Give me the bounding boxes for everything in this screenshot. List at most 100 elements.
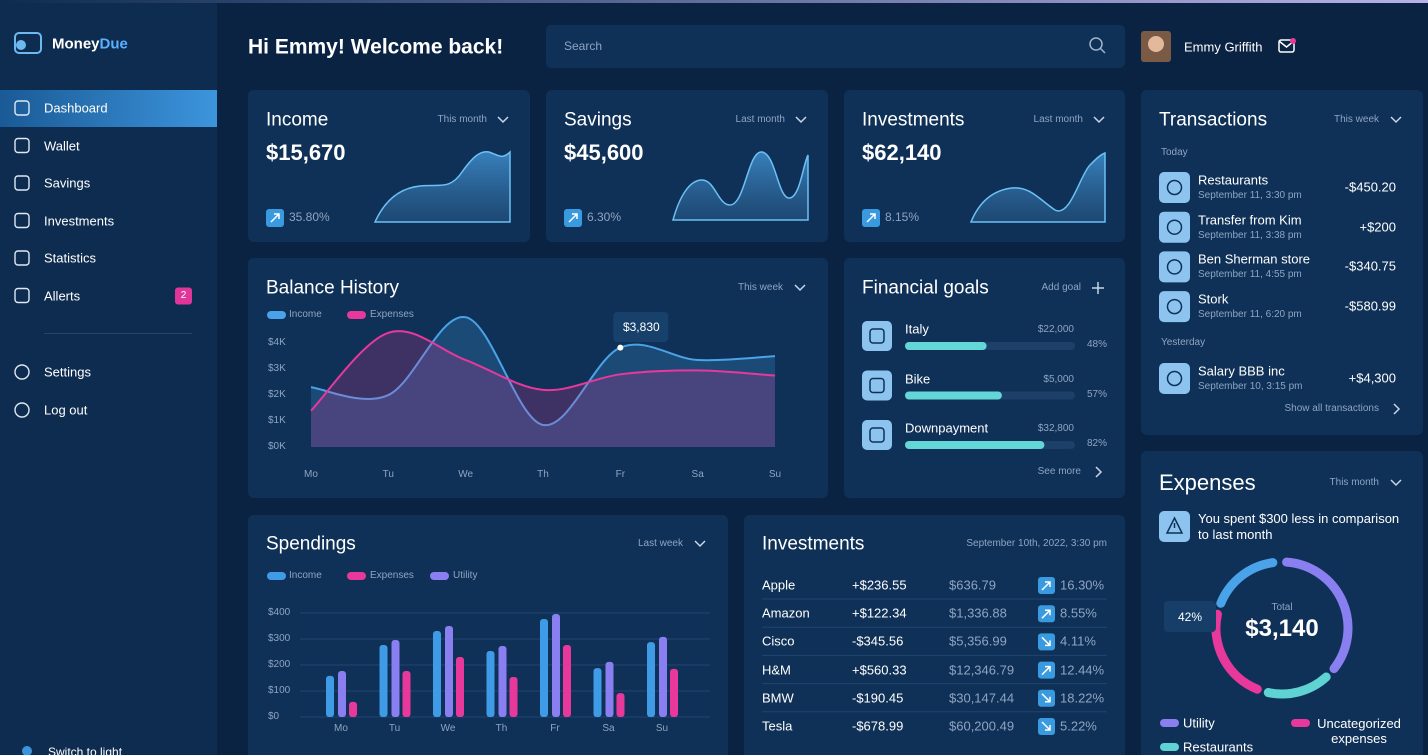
card-amount: $15,670	[266, 140, 346, 165]
transaction-name[interactable]: Ben Sherman store	[1198, 251, 1311, 267]
dropdown-chevron[interactable]	[694, 540, 706, 548]
stock-price: $5,356.99	[949, 633, 1007, 649]
dropdown-chevron[interactable]	[1093, 116, 1105, 124]
goal-amount: $22,000	[1037, 324, 1074, 335]
mail-icon[interactable]	[1278, 39, 1295, 53]
dropdown-chevron[interactable]	[1390, 479, 1402, 487]
sparkline	[373, 150, 511, 223]
theme-toggle-dot[interactable]	[22, 746, 32, 755]
alert-glyph	[1165, 516, 1184, 534]
balance-card	[248, 258, 828, 498]
theme-toggle[interactable]: Switch to light	[48, 745, 123, 755]
bar	[445, 626, 453, 717]
show-all[interactable]: Show all transactions	[1284, 403, 1380, 414]
nav-item[interactable]: Settings	[44, 364, 91, 380]
legend-label: Utility	[1183, 715, 1215, 731]
stock-price: $636.79	[949, 577, 996, 593]
link-chevron[interactable]	[1393, 403, 1401, 415]
trend-arrow	[1041, 693, 1051, 703]
stock-name: Cisco	[762, 633, 795, 649]
add-goal[interactable]: Add goal	[1041, 282, 1081, 293]
legend-swatch	[347, 572, 366, 580]
legend-label: Utility	[453, 570, 478, 581]
nav-item[interactable]: Statistics	[44, 250, 97, 266]
stock-percent: 16.30%	[1060, 577, 1105, 593]
nav-item[interactable]: Allerts	[44, 288, 81, 303]
x-tick-label: Fr	[615, 469, 626, 480]
period-select[interactable]: This week	[737, 282, 783, 293]
group-label: Today	[1161, 147, 1188, 158]
period-select[interactable]: Last month	[1033, 114, 1083, 125]
brand-logo	[14, 32, 42, 54]
transaction-name[interactable]: Restaurants	[1198, 172, 1269, 188]
card-title: Investments	[762, 533, 865, 555]
bar	[659, 636, 667, 717]
x-tick-label: Fr	[550, 723, 560, 734]
change-percent: 8.15%	[885, 210, 920, 224]
stock-change: -$345.56	[852, 633, 904, 649]
link-chevron[interactable]	[1095, 466, 1103, 478]
add-icon[interactable]	[1092, 282, 1104, 294]
nav-item[interactable]: Investments	[44, 213, 115, 228]
nav-badge-count: 2	[180, 289, 187, 301]
period-select[interactable]: This month	[1329, 477, 1379, 488]
avatar-face	[1148, 36, 1164, 52]
legend-swatch	[1160, 743, 1179, 751]
nav-item[interactable]: Wallet	[44, 138, 80, 153]
total-label: Total	[1271, 602, 1293, 613]
progress-label: 57%	[1086, 388, 1107, 400]
legend-swatch	[267, 572, 286, 580]
card-title: Balance History	[266, 277, 400, 299]
donut-segment	[1211, 609, 1262, 694]
dropdown-chevron[interactable]	[497, 116, 509, 124]
greeting: Hi Emmy! Welcome back!	[248, 35, 504, 59]
goal-name: Downpayment	[905, 420, 989, 436]
trend-arrow	[1041, 721, 1051, 731]
nav-item[interactable]: Dashboard	[44, 100, 108, 116]
card-title: Expenses	[1159, 470, 1256, 495]
nav-icon	[14, 287, 30, 304]
search-bar[interactable]	[546, 25, 1125, 68]
transaction-amount: -$340.75	[1344, 258, 1396, 274]
dropdown-chevron[interactable]	[1390, 116, 1402, 124]
bar	[456, 656, 464, 717]
stock-price: $1,336.88	[949, 605, 1007, 621]
stock-name: Amazon	[762, 605, 810, 621]
tooltip	[613, 312, 669, 342]
x-tick-label: Sa	[602, 723, 615, 734]
transaction-icon-glyph	[1166, 219, 1183, 235]
nav-item[interactable]: Log out	[44, 402, 88, 418]
y-tick-label: $400	[268, 607, 291, 618]
transaction-name[interactable]: Stork	[1198, 291, 1229, 307]
goal-icon-glyph	[869, 377, 885, 394]
user-name[interactable]: Emmy Griffith	[1184, 39, 1263, 55]
goal-icon-glyph	[869, 328, 885, 344]
goal-icon	[862, 420, 892, 450]
dropdown-chevron[interactable]	[794, 284, 806, 292]
sidebar-divider	[44, 333, 192, 334]
period-select[interactable]: Last week	[637, 538, 683, 549]
nav-icon	[14, 250, 30, 266]
mail-dot	[1290, 38, 1296, 44]
dropdown-chevron[interactable]	[795, 116, 807, 124]
legend-label: Expenses	[370, 309, 414, 320]
period-select[interactable]: This month	[437, 114, 487, 125]
transaction-amount: -$450.20	[1344, 179, 1396, 195]
search-placeholder[interactable]: Search	[564, 39, 603, 53]
nav-item[interactable]: Savings	[44, 175, 91, 191]
x-tick-label: We	[458, 469, 474, 480]
search-icon[interactable]	[1089, 37, 1103, 51]
goal-icon	[862, 370, 892, 401]
bar	[402, 670, 411, 717]
period-select[interactable]: Last month	[735, 114, 785, 125]
transaction-name[interactable]: Transfer from Kim	[1198, 212, 1302, 228]
see-more[interactable]: See more	[1037, 466, 1081, 477]
transaction-name[interactable]: Salary BBB inc	[1198, 363, 1285, 379]
legend-swatch	[430, 572, 449, 580]
period-select[interactable]: This week	[1333, 114, 1379, 125]
nav-badge	[175, 287, 192, 305]
transaction-icon-glyph	[1166, 179, 1183, 196]
bar	[349, 701, 357, 717]
